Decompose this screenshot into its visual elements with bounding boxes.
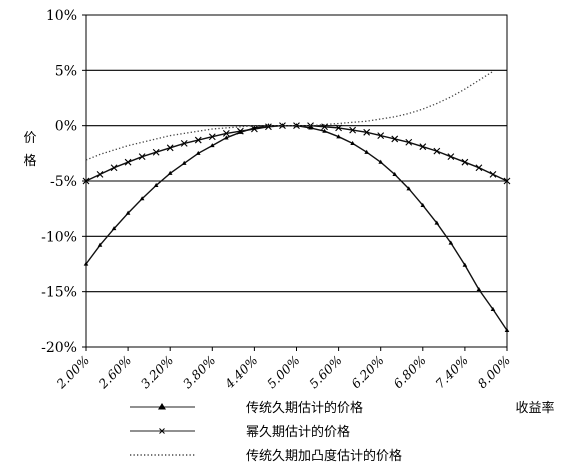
y-axis-label-part-1: 价	[23, 131, 36, 146]
triangle-marker	[434, 220, 440, 225]
x-marker	[349, 126, 357, 134]
x-tick-label: 6.80%	[390, 353, 429, 392]
triangle-marker	[153, 182, 159, 188]
triangle-marker	[111, 226, 117, 231]
x-marker	[489, 170, 497, 178]
triangle-marker	[181, 160, 187, 165]
triangle-marker	[392, 171, 398, 176]
x-marker	[222, 130, 230, 137]
legend-label: 传统久期加凸度估计的价格	[246, 448, 402, 464]
x-marker	[475, 164, 483, 172]
triangle-marker	[167, 170, 173, 175]
x-marker	[138, 153, 146, 161]
triangle-marker	[490, 306, 496, 311]
axes	[82, 14, 508, 351]
y-tick-labels: 10% 5% 0% -5% -10% -15% -20%	[41, 8, 77, 356]
x-axis-label: 收益率	[515, 400, 554, 416]
x-marker	[377, 132, 385, 140]
triangle-marker	[322, 128, 327, 133]
legend-label: 幂久期估计的价格	[246, 424, 350, 440]
x-marker	[166, 144, 174, 152]
x-marker	[251, 125, 258, 133]
y-tick-label: -15%	[41, 285, 77, 301]
x-tick-label: 4.40%	[221, 353, 260, 392]
x-marker	[110, 164, 118, 172]
triangle-marker	[476, 286, 482, 292]
triangle-marker	[364, 149, 369, 154]
x-tick-label: 3.20%	[138, 353, 177, 392]
x-marker	[503, 177, 511, 185]
triangle-marker	[308, 125, 313, 130]
triangle-marker	[139, 196, 145, 201]
x-marker	[96, 170, 104, 178]
triangle-marker	[125, 210, 131, 215]
x-tick-label: 5.60%	[306, 353, 345, 392]
legend-triangle-marker	[158, 403, 166, 410]
x-marker	[152, 148, 160, 156]
legend-x-marker	[159, 428, 165, 434]
series-lines	[82, 70, 511, 332]
x-marker	[363, 128, 371, 136]
triangle-marker	[406, 186, 412, 191]
x-marker	[236, 127, 244, 135]
x-marker	[405, 138, 413, 146]
x-tick-label: 7.40%	[432, 353, 471, 392]
triangle-marker	[462, 262, 468, 267]
y-tick-label: -10%	[41, 229, 77, 245]
x-tick-label: 6.20%	[348, 353, 387, 392]
triangle-marker	[97, 242, 103, 247]
x-marker	[265, 123, 272, 131]
x-tick-label: 5.00%	[264, 353, 303, 392]
x-marker	[180, 139, 188, 147]
x-marker	[419, 143, 427, 151]
triangle-marker	[378, 159, 383, 164]
y-axis-label-part-2: 格	[23, 153, 36, 169]
triangle-marker	[195, 150, 201, 155]
x-marker	[208, 133, 216, 141]
dotted-series-line	[85, 70, 494, 161]
y-tick-label: 10%	[46, 8, 77, 24]
x-tick-label: 2.00%	[53, 353, 92, 392]
x-tick-labels: 2.00% 2.60% 3.20% 3.80% 4.40% 5.00% 5.60% 6.20%…	[53, 353, 513, 392]
x-marker	[124, 158, 132, 166]
triangle-marker	[420, 202, 426, 207]
x-marker	[82, 177, 90, 185]
x-marker	[461, 158, 469, 166]
gridlines	[86, 69, 507, 293]
triangle-series-line	[85, 125, 508, 331]
x-tick-label: 8.00%	[474, 353, 513, 392]
triangle-marker	[336, 134, 341, 139]
triangle-marker	[83, 261, 89, 266]
triangle-marker	[224, 135, 229, 140]
triangle-marker	[504, 327, 510, 332]
triangle-marker	[350, 140, 355, 145]
x-marker	[391, 135, 399, 143]
cross-series-line	[85, 125, 508, 182]
y-tick-label: 5%	[55, 63, 77, 79]
x-marker	[194, 136, 202, 144]
x-marker	[447, 153, 455, 161]
x-tick-label: 3.80%	[180, 353, 219, 392]
triangle-marker	[448, 240, 454, 245]
x-marker	[433, 147, 441, 155]
y-tick-label: -5%	[50, 174, 77, 190]
x-marker	[321, 123, 328, 131]
x-tick-label: 2.60%	[95, 353, 134, 392]
legend-label: 传统久期估计的价格	[246, 400, 363, 416]
triangle-marker	[210, 143, 215, 148]
y-tick-label: 0%	[55, 119, 77, 135]
x-marker	[335, 124, 342, 132]
y-tick-label: -20%	[41, 340, 77, 356]
